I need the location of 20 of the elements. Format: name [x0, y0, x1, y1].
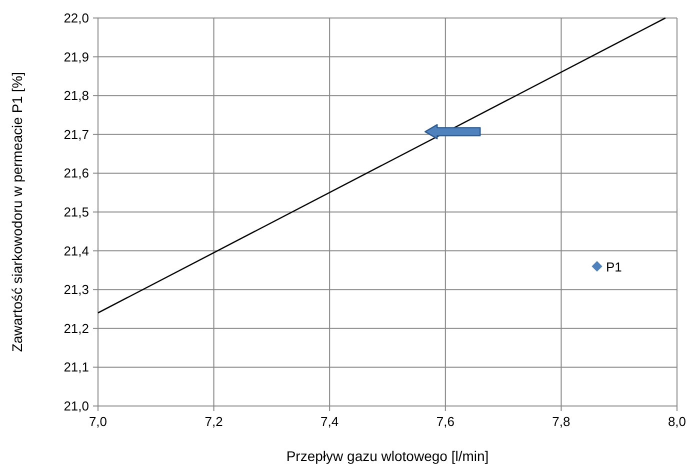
y-tick-label: 21,8 — [64, 88, 89, 104]
x-tick-label: 8,0 — [668, 414, 686, 429]
y-tick-label: 21,6 — [64, 166, 89, 181]
legend-label: P1 — [606, 259, 622, 274]
x-tick-label: 7,6 — [436, 414, 454, 429]
y-tick-label: 21,7 — [64, 126, 89, 142]
y-tick-label: 21,1 — [64, 360, 89, 375]
x-tick-label: 7,0 — [88, 414, 108, 429]
x-tick-label: 7,8 — [552, 414, 570, 429]
x-axis-title: Przepływ gazu wlotowego [l/min] — [286, 448, 489, 464]
y-tick-label: 21,3 — [64, 282, 89, 298]
y-tick-label: 21,2 — [64, 320, 89, 336]
y-tick-label: 21,0 — [64, 398, 89, 414]
y-tick-label: 21,9 — [64, 49, 89, 64]
y-tick-label: 21,5 — [64, 204, 89, 220]
x-tick-label: 7,4 — [320, 414, 339, 429]
y-axis-title: Zawartość siarkowodoru w permeacie P1 [%] — [9, 72, 25, 352]
y-tick-label: 21,4 — [64, 243, 89, 258]
y-tick-label: 22,0 — [64, 10, 89, 26]
x-tick-label: 7,2 — [204, 414, 223, 429]
